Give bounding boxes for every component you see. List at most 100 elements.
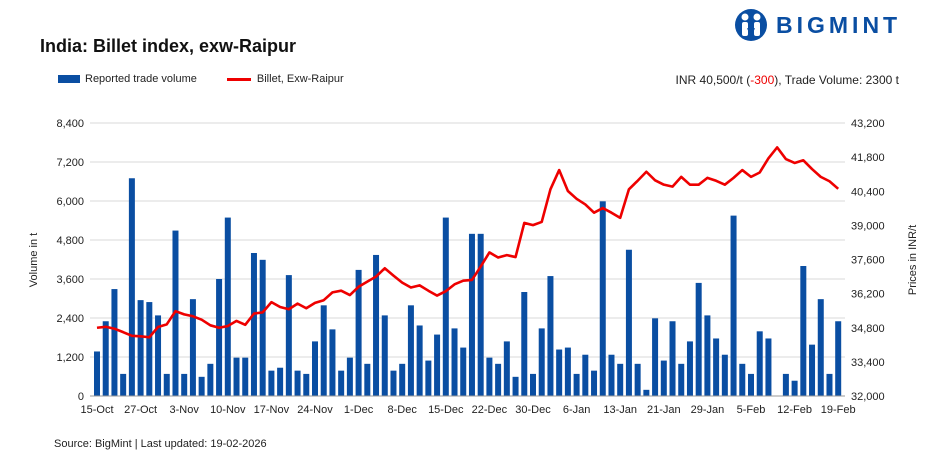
volume-bar bbox=[111, 289, 118, 396]
y-tick-label: 7,200 bbox=[56, 157, 84, 169]
volume-bar bbox=[538, 328, 545, 396]
volume-bar bbox=[643, 389, 650, 396]
y2-tick-label: 39,000 bbox=[851, 220, 885, 232]
volume-bar bbox=[678, 363, 685, 396]
y-tick-label: 6,000 bbox=[56, 196, 84, 208]
volume-bar bbox=[599, 201, 606, 396]
volume-bar bbox=[704, 315, 711, 396]
source-note: Source: BigMint | Last updated: 19-02-20… bbox=[54, 438, 267, 450]
volume-bar bbox=[233, 357, 240, 396]
volume-bar bbox=[434, 334, 441, 396]
volume-bar bbox=[338, 370, 345, 396]
legend-line-label: Billet, Exw-Raipur bbox=[256, 73, 344, 85]
logo-text: BIGMINT bbox=[776, 11, 902, 38]
price-summary: INR 40,500/t (-300), Trade Volume: 2300 … bbox=[676, 73, 899, 87]
volume-bar bbox=[477, 233, 484, 396]
volume-bar bbox=[530, 373, 536, 396]
y-tick-label: 0 bbox=[78, 391, 84, 403]
y-tick-label: 1,200 bbox=[56, 352, 84, 364]
y2-tick-label: 37,600 bbox=[851, 255, 885, 267]
volume-bar bbox=[285, 275, 292, 396]
volume-bar bbox=[242, 357, 249, 396]
volume-bar bbox=[495, 363, 502, 396]
x-tick-label: 22-Dec bbox=[472, 404, 508, 416]
volume-bar bbox=[512, 376, 519, 396]
volume-bar bbox=[373, 254, 380, 396]
x-tick-label: 15-Dec bbox=[428, 404, 464, 416]
volume-bar bbox=[713, 338, 720, 396]
y2-tick-label: 36,200 bbox=[851, 289, 885, 301]
volume-bar bbox=[155, 315, 162, 396]
volume-bar bbox=[582, 354, 589, 396]
volume-bar bbox=[564, 347, 571, 396]
y2-tick-label: 41,800 bbox=[851, 152, 885, 164]
legend-bar-label: Reported trade volume bbox=[85, 73, 197, 85]
chart-title: India: Billet index, exw-Raipur bbox=[40, 36, 297, 56]
volume-bar bbox=[407, 305, 414, 396]
volume-bar bbox=[765, 338, 772, 396]
x-tick-label: 30-Dec bbox=[515, 404, 551, 416]
x-tick-label: 21-Jan bbox=[647, 404, 681, 416]
volume-bar bbox=[556, 349, 563, 396]
x-tick-label: 1-Dec bbox=[344, 404, 374, 416]
volume-bar bbox=[730, 215, 737, 396]
volume-bar bbox=[346, 357, 353, 396]
volume-bar bbox=[669, 321, 676, 396]
y-tick-label: 2,400 bbox=[56, 313, 84, 325]
x-tick-label: 27-Oct bbox=[124, 404, 157, 416]
y-axis-title: Volume in t bbox=[28, 233, 40, 287]
volume-bar bbox=[835, 321, 842, 396]
x-tick-label: 13-Jan bbox=[603, 404, 637, 416]
volume-bar bbox=[460, 347, 467, 396]
volume-bar bbox=[468, 233, 475, 396]
y2-tick-label: 33,400 bbox=[851, 357, 885, 369]
y2-tick-label: 43,200 bbox=[851, 118, 885, 130]
x-tick-label: 5-Feb bbox=[737, 404, 766, 416]
volume-bar bbox=[442, 217, 449, 396]
volume-bar bbox=[94, 351, 100, 396]
volume-bar bbox=[800, 266, 807, 396]
y-tick-label: 8,400 bbox=[56, 118, 84, 130]
x-tick-label: 24-Nov bbox=[297, 404, 333, 416]
volume-bar bbox=[739, 363, 746, 396]
y-tick-label: 3,600 bbox=[56, 274, 84, 286]
volume-bar bbox=[163, 373, 170, 396]
volume-bar bbox=[826, 373, 833, 396]
volume-bar bbox=[390, 370, 397, 396]
volume-bar bbox=[146, 302, 153, 396]
volume-bar bbox=[521, 292, 528, 396]
volume-bar bbox=[320, 305, 327, 396]
volume-bar bbox=[224, 217, 231, 396]
summary-price: INR 40,500/t ( bbox=[675, 73, 751, 87]
y2-tick-label: 40,400 bbox=[851, 186, 885, 198]
legend-bar-swatch bbox=[58, 75, 80, 83]
volume-bar bbox=[756, 331, 763, 396]
volume-bar bbox=[573, 373, 580, 396]
volume-bar bbox=[809, 344, 816, 396]
volume-bar bbox=[791, 380, 798, 396]
y2-tick-label: 34,800 bbox=[851, 323, 885, 335]
volume-bar bbox=[207, 363, 214, 396]
x-tick-label: 6-Jan bbox=[563, 404, 591, 416]
volume-bar bbox=[181, 373, 188, 396]
x-tick-label: 10-Nov bbox=[210, 404, 246, 416]
x-tick-label: 29-Jan bbox=[691, 404, 725, 416]
volume-bar bbox=[695, 282, 702, 396]
volume-bar bbox=[102, 321, 109, 396]
price-line bbox=[96, 146, 840, 339]
volume-bar bbox=[634, 363, 641, 396]
bigmint-logo: BIGMINT bbox=[734, 8, 901, 42]
volume-bar bbox=[547, 276, 554, 396]
volume-bar bbox=[355, 269, 362, 396]
volume-bar bbox=[625, 249, 632, 396]
summary-volume: ), Trade Volume: 2300 t bbox=[774, 73, 899, 87]
x-tick-label: 17-Nov bbox=[254, 404, 290, 416]
volume-bar bbox=[189, 299, 196, 396]
volume-bar bbox=[120, 373, 127, 396]
volume-bar bbox=[268, 370, 275, 396]
volume-bar bbox=[137, 300, 144, 396]
legend-line-swatch bbox=[226, 77, 251, 81]
volume-bar bbox=[591, 370, 598, 396]
volume-bar bbox=[617, 363, 624, 396]
